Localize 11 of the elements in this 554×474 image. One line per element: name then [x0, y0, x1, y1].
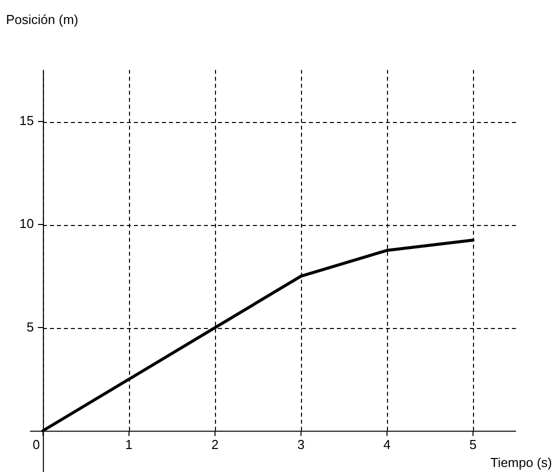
y-tick-label: 5	[26, 319, 34, 334]
x-tick-label: 5	[469, 436, 477, 452]
y-axis-title: Posición (m)	[6, 12, 78, 28]
x-tick-label: 3	[297, 436, 305, 452]
x-tick-label: 0	[32, 436, 40, 452]
x-tick-label: 1	[125, 436, 133, 452]
y-tick-label: 15	[19, 113, 34, 128]
x-tick-label: 2	[211, 436, 219, 452]
y-tick-label: 10	[19, 216, 34, 232]
x-tick-label: 4	[383, 436, 391, 452]
x-axis-title: Tiempo (s)	[490, 454, 552, 470]
